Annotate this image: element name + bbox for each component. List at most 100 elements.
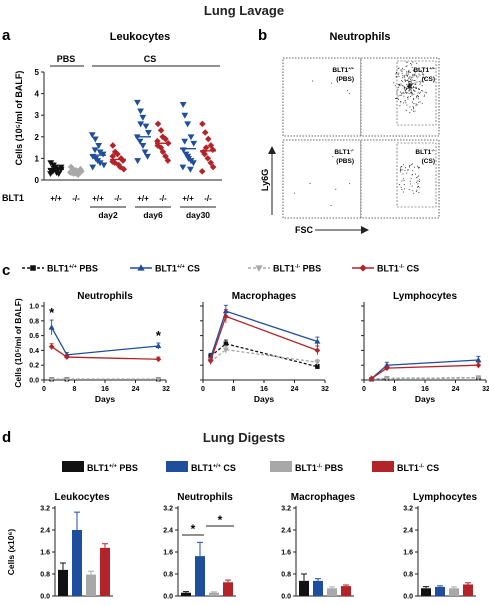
flow-event-dot <box>411 101 413 103</box>
panel-d-subplot-title: Lymphocytes <box>413 492 478 503</box>
panel-a-point <box>134 158 142 165</box>
flow-event-dot <box>413 86 414 87</box>
panel-c-xtick-label: 8 <box>73 386 77 393</box>
flow-event-dot <box>422 90 424 92</box>
flow-event-dot <box>407 96 409 98</box>
panel-d-ytick-label: 3.2 <box>281 506 291 513</box>
flow-event-dot <box>411 79 413 81</box>
panel-c-point <box>475 362 482 369</box>
panel-d-ylabel: Cells (x10⁶) <box>6 529 16 576</box>
flow-event-dot <box>422 81 424 83</box>
flow-event-dot <box>414 73 416 75</box>
flow-event-dot <box>420 70 422 72</box>
flow-event-dot <box>420 80 422 82</box>
lung-lavage-title: Lung Lavage <box>204 3 284 18</box>
flow-event-dot <box>414 82 416 84</box>
panel-c-xlabel: Days <box>415 394 436 404</box>
panel-c-ylabel: Cells (10⁵/ml of BALF) <box>13 298 23 388</box>
flow-event-dot <box>349 183 351 185</box>
panel-d-ytick-label: 1.6 <box>403 550 413 557</box>
flow-event-dot <box>415 103 417 105</box>
panel-label-a: a <box>2 27 11 44</box>
flow-event-dot <box>408 83 410 85</box>
flow-event-dot <box>409 86 411 88</box>
flow-event-dot <box>418 88 420 90</box>
panel-a-point <box>89 164 97 171</box>
flow-event-dot <box>402 102 404 104</box>
flow-event-dot <box>419 83 421 85</box>
panel-a-point <box>139 114 147 121</box>
flow-event-dot <box>409 183 411 185</box>
flow-event-dot <box>411 163 413 165</box>
legend-label: BLT1-/- PBS <box>273 264 321 274</box>
flow-event-dot <box>401 92 403 94</box>
flow-event-dot <box>409 106 411 108</box>
panel-a-point <box>184 153 192 160</box>
panel-a-point <box>136 138 144 145</box>
flow-event-dot <box>404 75 406 77</box>
flow-event-dot <box>417 183 419 185</box>
flow-event-dot <box>413 74 415 76</box>
flow-event-dot <box>412 93 413 95</box>
flow-event-dot <box>411 87 413 89</box>
flow-event-dot <box>408 69 410 71</box>
panel-a-point <box>95 143 103 149</box>
panel-a-point <box>111 159 119 166</box>
panel-a-ytick-label: 4 <box>35 90 40 99</box>
panel-label-c: c <box>2 262 10 279</box>
panel-a-point <box>91 136 99 143</box>
flow-event-dot <box>411 109 413 111</box>
flow-gate <box>396 142 437 208</box>
panel-d-bar <box>181 592 191 596</box>
panel-a-point <box>74 171 82 178</box>
panel-a-genotype-label: -/- <box>114 194 122 203</box>
flow-event-dot <box>416 62 418 64</box>
flow-event-dot <box>416 97 418 99</box>
panel-a-point <box>162 135 169 143</box>
panel-a-point <box>201 150 208 158</box>
legend-label: BLT1-/- CS <box>377 264 419 274</box>
flow-event-dot <box>409 90 411 92</box>
panel-c-series-line <box>51 327 159 356</box>
panel-d-ytick-label: 3.2 <box>403 506 413 513</box>
flow-event-dot <box>424 94 426 96</box>
flow-event-dot <box>401 85 403 87</box>
legend-marker <box>30 265 36 271</box>
panel-d-legend-label: BLT1+/+ PBS <box>87 463 138 473</box>
flow-event-dot <box>418 167 420 168</box>
flow-event-dot <box>409 76 411 78</box>
flow-event-dot <box>407 169 409 171</box>
flow-event-dot <box>406 172 408 174</box>
flow-event-dot <box>409 87 411 89</box>
legend-label: BLT1+/+ PBS <box>47 264 98 274</box>
panel-a-point <box>205 135 212 143</box>
panel-label-d: d <box>2 429 11 446</box>
flow-event-dot <box>408 85 410 87</box>
panel-c-xlabel: Days <box>95 394 116 404</box>
flow-event-dot <box>399 94 401 96</box>
flow-event-dot <box>417 95 419 97</box>
panel-c-point <box>314 347 321 354</box>
panel-d-legend-swatch <box>62 461 84 472</box>
flow-event-dot <box>399 170 401 171</box>
panel-a-plot: 0 1 2 3 4 5 +/+ -/- +/+ -/- +/+ -/- +/+ -/- day2 day6 da… <box>35 65 222 220</box>
flow-event-dot <box>398 98 400 100</box>
panel-a-title: Leukocytes <box>110 31 171 43</box>
flow-event-dot <box>410 80 412 82</box>
flow-event-dot <box>425 92 427 94</box>
flow-event-dot <box>403 184 405 185</box>
flow-event-dot <box>397 98 399 100</box>
panel-c-ytick-label: 0.6 <box>29 333 39 340</box>
panel-b-x-arrowhead <box>361 226 369 234</box>
panel-a-point <box>137 108 144 115</box>
panel-a-genotype-label: +/+ <box>137 194 149 203</box>
flow-event-dot <box>413 89 415 91</box>
flow-event-dot <box>405 79 407 81</box>
flow-event-dot <box>407 73 409 75</box>
flow-event-dot <box>404 86 406 88</box>
panel-a-point <box>91 147 99 154</box>
flow-event-dot <box>421 103 423 105</box>
flow-event-dot <box>423 74 425 76</box>
flow-event-dot <box>408 72 410 73</box>
flow-event-dot <box>409 83 411 85</box>
